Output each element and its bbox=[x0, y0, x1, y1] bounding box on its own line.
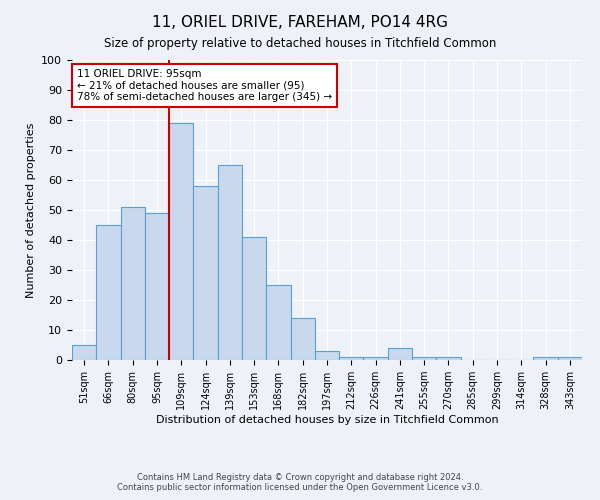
Bar bbox=[388, 348, 412, 360]
Bar bbox=[290, 318, 315, 360]
Text: 11, ORIEL DRIVE, FAREHAM, PO14 4RG: 11, ORIEL DRIVE, FAREHAM, PO14 4RG bbox=[152, 15, 448, 30]
Text: 11 ORIEL DRIVE: 95sqm
← 21% of detached houses are smaller (95)
78% of semi-deta: 11 ORIEL DRIVE: 95sqm ← 21% of detached … bbox=[77, 69, 332, 102]
Bar bbox=[315, 351, 339, 360]
Bar bbox=[193, 186, 218, 360]
X-axis label: Distribution of detached houses by size in Titchfield Common: Distribution of detached houses by size … bbox=[155, 415, 499, 425]
Bar bbox=[339, 357, 364, 360]
Bar bbox=[412, 357, 436, 360]
Bar bbox=[145, 213, 169, 360]
Text: Size of property relative to detached houses in Titchfield Common: Size of property relative to detached ho… bbox=[104, 38, 496, 51]
Bar bbox=[364, 357, 388, 360]
Bar bbox=[121, 207, 145, 360]
Bar bbox=[266, 285, 290, 360]
Bar bbox=[96, 225, 121, 360]
Bar bbox=[558, 357, 582, 360]
Bar bbox=[72, 345, 96, 360]
Y-axis label: Number of detached properties: Number of detached properties bbox=[26, 122, 36, 298]
Bar bbox=[218, 165, 242, 360]
Bar bbox=[436, 357, 461, 360]
Bar bbox=[169, 123, 193, 360]
Bar bbox=[242, 237, 266, 360]
Text: Contains HM Land Registry data © Crown copyright and database right 2024.
Contai: Contains HM Land Registry data © Crown c… bbox=[118, 473, 482, 492]
Bar bbox=[533, 357, 558, 360]
